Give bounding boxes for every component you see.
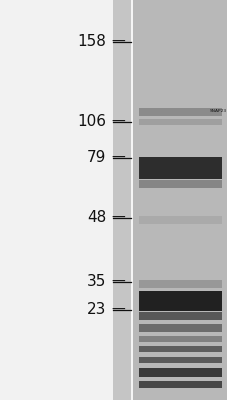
Bar xyxy=(138,119,221,125)
Bar xyxy=(138,280,221,288)
Bar xyxy=(138,180,221,188)
Text: 79: 79 xyxy=(86,150,106,166)
Bar xyxy=(138,157,221,179)
Text: 48: 48 xyxy=(86,210,106,226)
Text: —: — xyxy=(111,115,125,129)
Bar xyxy=(138,381,221,388)
Text: 23: 23 xyxy=(86,302,106,318)
Text: 35: 35 xyxy=(86,274,106,290)
Text: —: — xyxy=(111,275,125,289)
Text: 158: 158 xyxy=(77,34,106,50)
Bar xyxy=(138,357,221,363)
Text: —: — xyxy=(111,303,125,317)
Bar xyxy=(138,312,221,320)
Bar xyxy=(133,0,227,400)
Bar xyxy=(138,368,221,377)
Text: —: — xyxy=(111,151,125,165)
Bar xyxy=(138,336,221,342)
Bar xyxy=(138,324,221,332)
Bar xyxy=(112,0,131,400)
Text: 106: 106 xyxy=(77,114,106,130)
Bar xyxy=(138,108,221,116)
Bar xyxy=(138,216,221,224)
Bar xyxy=(0,0,112,400)
Bar xyxy=(131,0,133,400)
Bar xyxy=(138,346,221,352)
Text: —: — xyxy=(111,35,125,49)
Text: SNAP23: SNAP23 xyxy=(209,109,226,113)
Text: —: — xyxy=(111,211,125,225)
Bar xyxy=(138,291,221,311)
